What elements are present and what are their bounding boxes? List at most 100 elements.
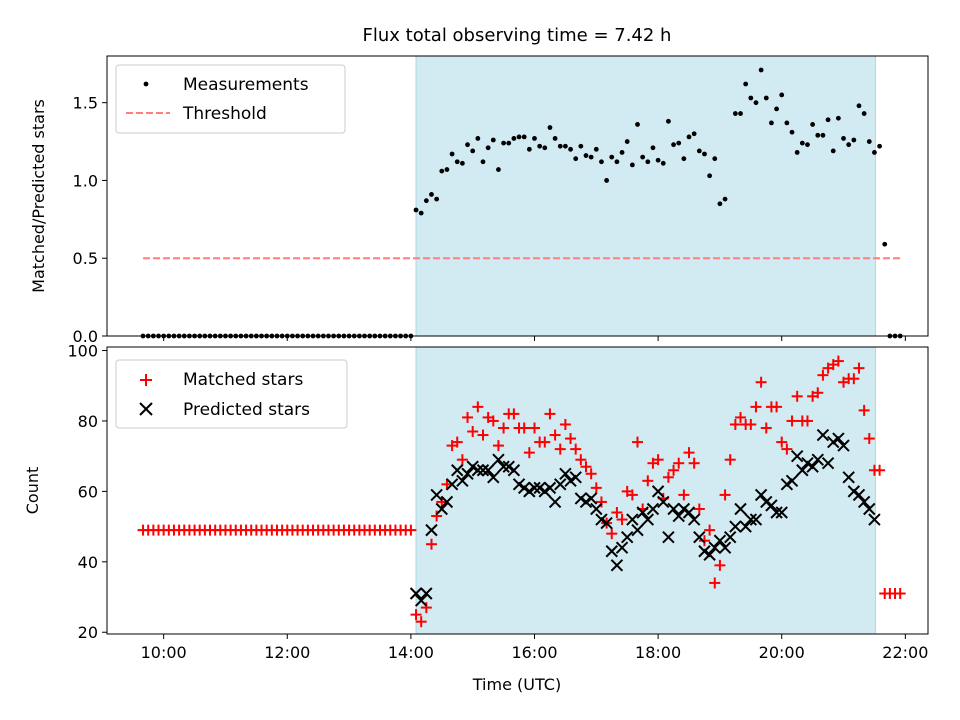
measurement-point [439,168,445,174]
predicted-star-point [445,478,459,491]
legend-predicted-marker [139,402,153,416]
predicted-star-point [497,460,510,473]
matched-star-point [518,422,530,434]
matched-star-point [575,454,587,466]
predicted-star-point [718,541,732,554]
measurement-point [547,125,553,130]
matched-star-point [580,461,592,473]
matched-star-point [642,475,654,487]
matched-star-point [431,510,443,522]
ratio-y-axis-label: Matched/Predicted stars [29,99,48,293]
predicted-star-point [615,541,629,554]
predicted-star-point [590,502,603,516]
measurement-point [480,159,486,165]
predicted-star-point [796,464,809,477]
y-tick-label: 60 [78,482,98,501]
matched-star-point [632,436,644,448]
measurement-point [671,142,676,148]
measurement-point [743,81,749,87]
measurement-point [511,136,517,141]
predicted-star-point [687,513,701,526]
matched-star-point [735,411,747,423]
measurement-point [449,151,455,157]
predicted-star-point [739,520,752,533]
matched-star-point [477,429,489,441]
matched-star-point [549,429,561,441]
measurement-point [825,117,831,123]
predicted-star-point [620,530,634,544]
matched-star-point [498,422,510,434]
matched-star-point [570,443,582,455]
y-tick-label: 100 [67,342,98,361]
measurement-point [758,67,764,73]
measurement-point [738,111,743,116]
measurement-point [660,160,666,166]
matched-star-point [812,387,824,399]
measurement-point [784,120,790,126]
measurement-point [799,140,805,146]
measurement-point [629,162,635,168]
matched-star-point [853,362,865,374]
matched-star-point [693,503,705,515]
matched-star-point [745,418,757,430]
predicted-star-point [708,541,721,554]
predicted-star-point [559,467,572,480]
measurement-point [722,196,728,202]
matched-star-point [683,447,695,459]
measurement-point [635,122,640,127]
measurement-point [861,111,867,116]
measurement-point [645,159,651,165]
measurement-point [696,148,702,154]
predicted-stars-points [409,428,881,607]
matched-star-point [688,457,700,469]
predicted-star-point [811,453,824,466]
ratio-legend-box [115,64,346,134]
predicted-star-point [471,464,485,477]
predicted-star-point [631,523,644,537]
predicted-star-point [646,502,660,516]
matched-star-point [539,436,551,448]
matched-star-point [590,482,602,494]
measurement-point [846,142,852,148]
legend-matched-marker [140,374,152,386]
matched-star-point [456,454,468,466]
measurement-point [815,132,821,138]
measurement-point [459,160,465,166]
measurement-point [830,148,836,154]
measurement-point [593,146,599,152]
matched-star-point [420,602,432,614]
matched-star-point [441,478,453,490]
y-tick-label: 80 [78,412,98,431]
matched-star-point [729,418,741,430]
measurement-point [712,156,718,162]
predicted-star-point [543,481,557,495]
measurement-point [542,145,548,151]
predicted-star-point [672,509,685,523]
predicted-star-point [420,587,433,600]
measurement-point [578,143,584,149]
predicted-star-point [554,478,567,491]
matched-star-point [801,415,813,427]
y-tick-label: 1.5 [73,94,98,113]
predicted-star-point [430,488,443,502]
ratio-panel: 0.0 0.5 1.0 1.5 Matched/Predicted stars Mea… [29,55,929,346]
predicted-star-point [456,474,469,488]
matched-star-point [611,507,623,519]
predicted-star-point [476,464,490,477]
predicted-star-point [775,506,788,519]
count-panel: 20 40 60 80 100 10:00 12:00 14:00 16:00 18:00 20:… [23,342,929,662]
measurement-point [413,207,419,213]
matched-star-point [673,457,685,469]
measurement-point [707,173,713,179]
matched-star-point [817,369,829,381]
predicted-star-point [821,457,835,470]
measurement-point [774,106,779,112]
predicted-star-point [832,432,845,445]
matched-star-point [714,559,726,571]
measurement-point [820,132,826,138]
predicted-star-point [425,523,438,537]
count-y-axis-label: Count [23,467,42,515]
matched-star-point [791,390,803,402]
predicted-star-point [641,513,655,526]
predicted-star-point [770,506,783,519]
